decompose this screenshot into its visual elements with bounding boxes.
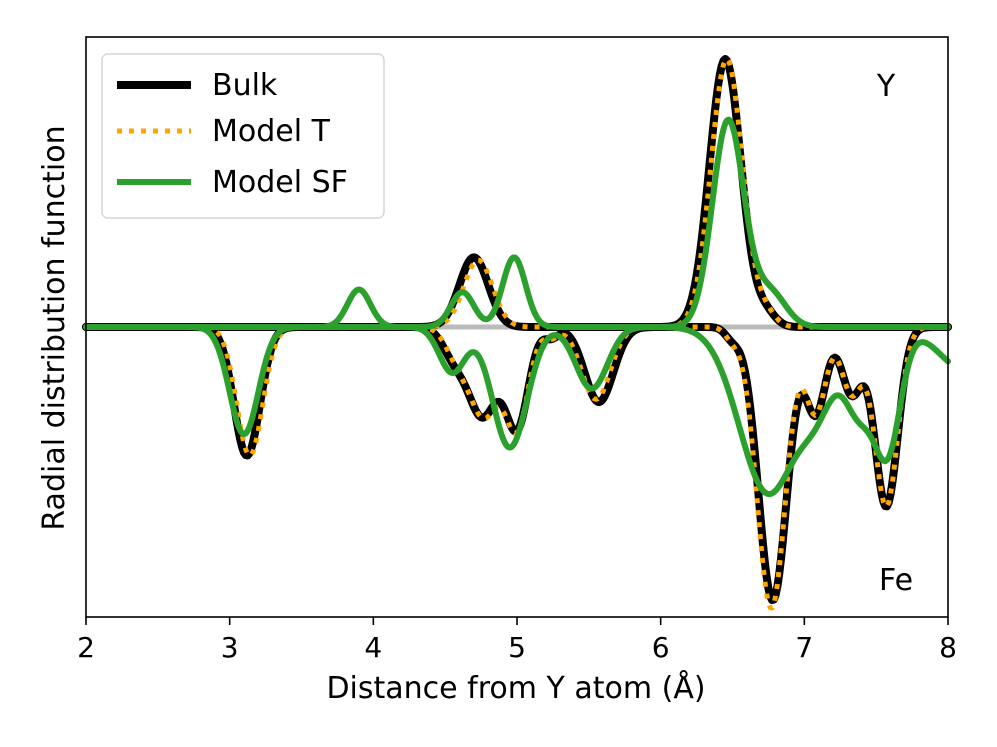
series-line-model-sf-lower xyxy=(83,324,951,497)
legend-label-model-sf: Model SF xyxy=(212,165,348,200)
series-line-model-sf-upper xyxy=(83,116,951,330)
series-line-bulk-lower xyxy=(82,323,952,605)
x-tick-label: 2 xyxy=(77,631,95,664)
legend-box xyxy=(101,53,385,219)
annotation-y: Y xyxy=(876,69,896,104)
x-tick-label: 8 xyxy=(939,631,957,664)
legend: Bulk Model T Model SF xyxy=(101,53,385,219)
legend-label-model-t: Model T xyxy=(212,114,331,149)
series-line-model-t-lower xyxy=(85,324,949,611)
x-tick-label: 6 xyxy=(652,631,670,664)
x-axis-ticks: 2 3 4 5 6 7 8 xyxy=(77,617,957,664)
y-axis-label: Radial distribution function xyxy=(37,125,72,530)
x-tick-label: 4 xyxy=(364,631,382,664)
x-axis-label: Distance from Y atom (Å) xyxy=(326,670,705,706)
x-tick-label: 5 xyxy=(508,631,526,664)
x-tick-label: 7 xyxy=(795,631,813,664)
x-tick-label: 3 xyxy=(221,631,239,664)
legend-label-bulk: Bulk xyxy=(212,68,278,103)
annotation-fe: Fe xyxy=(879,563,913,598)
plot-lines xyxy=(82,55,952,611)
